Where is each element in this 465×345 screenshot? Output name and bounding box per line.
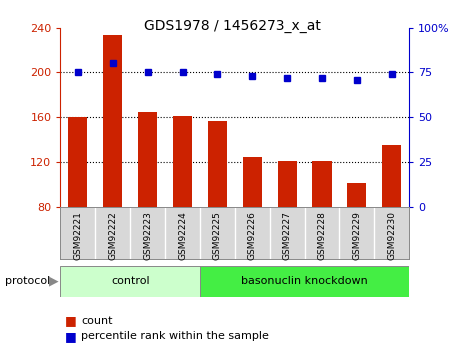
Text: ■: ■ xyxy=(65,330,77,343)
Text: GSM92222: GSM92222 xyxy=(108,211,117,260)
Bar xyxy=(103,36,122,207)
Text: GSM92225: GSM92225 xyxy=(213,211,222,260)
Text: GDS1978 / 1456273_x_at: GDS1978 / 1456273_x_at xyxy=(144,19,321,33)
Bar xyxy=(173,116,192,207)
Bar xyxy=(278,161,297,207)
Text: GSM92227: GSM92227 xyxy=(283,211,292,260)
Bar xyxy=(60,266,200,297)
Text: GSM92229: GSM92229 xyxy=(352,211,361,260)
Bar xyxy=(347,184,366,207)
Text: GSM92226: GSM92226 xyxy=(248,211,257,260)
Text: GSM92221: GSM92221 xyxy=(73,211,82,260)
Text: GSM92230: GSM92230 xyxy=(387,211,396,260)
Text: count: count xyxy=(81,316,113,326)
Bar xyxy=(243,157,262,207)
Text: ▶: ▶ xyxy=(49,275,58,288)
Bar xyxy=(200,266,409,297)
Text: GSM92224: GSM92224 xyxy=(178,211,187,260)
Bar xyxy=(208,121,227,207)
Text: GSM92223: GSM92223 xyxy=(143,211,152,260)
Text: ■: ■ xyxy=(65,314,77,327)
Text: GSM92228: GSM92228 xyxy=(318,211,326,260)
Text: control: control xyxy=(111,276,150,286)
Bar xyxy=(312,161,332,207)
Bar xyxy=(68,117,87,207)
Text: protocol: protocol xyxy=(5,276,50,286)
Bar xyxy=(382,145,401,207)
Text: percentile rank within the sample: percentile rank within the sample xyxy=(81,332,269,341)
Text: basonuclin knockdown: basonuclin knockdown xyxy=(241,276,368,286)
Bar xyxy=(138,112,157,207)
